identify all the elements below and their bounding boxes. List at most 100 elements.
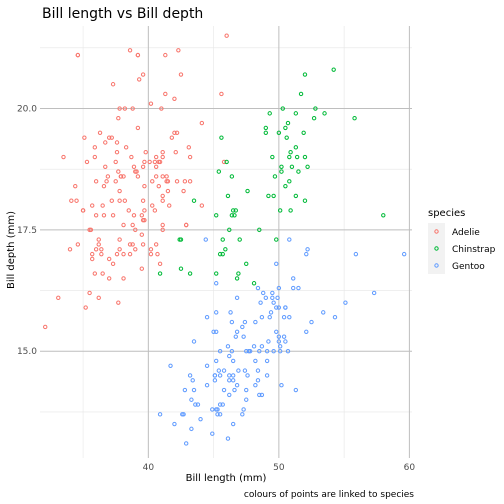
data-point-adelie: [100, 248, 103, 251]
data-point-adelie: [101, 272, 104, 275]
data-point-chinstrap: [297, 170, 300, 173]
data-point-gentoo: [265, 374, 268, 377]
data-point-adelie: [158, 262, 161, 265]
data-point-gentoo: [228, 354, 231, 357]
data-point-gentoo: [305, 252, 308, 255]
data-point-gentoo: [268, 316, 271, 319]
data-point-gentoo: [217, 369, 220, 372]
data-point-chinstrap: [289, 151, 292, 154]
legend-key-background: [428, 240, 445, 257]
data-point-adelie: [131, 223, 134, 226]
data-point-gentoo: [294, 388, 297, 391]
data-point-gentoo: [256, 286, 259, 289]
legend-label-gentoo: Gentoo: [452, 262, 485, 272]
data-point-adelie: [104, 165, 107, 168]
data-point-chinstrap: [284, 184, 287, 187]
data-point-adelie: [166, 189, 169, 192]
data-point-adelie: [161, 175, 164, 178]
legend-label-chinstrap: Chinstrap: [452, 245, 496, 255]
data-point-gentoo: [188, 374, 191, 377]
data-point-adelie: [115, 252, 118, 255]
data-point-gentoo: [235, 296, 238, 299]
data-point-adelie: [182, 189, 185, 192]
data-point-chinstrap: [353, 117, 356, 120]
data-point-chinstrap: [220, 136, 223, 139]
data-point-adelie: [187, 146, 190, 149]
data-point-gentoo: [402, 252, 405, 255]
data-point-chinstrap: [332, 68, 335, 71]
data-point-adelie: [153, 160, 156, 163]
data-point-chinstrap: [280, 165, 283, 168]
data-point-chinstrap: [382, 214, 385, 217]
data-point-gentoo: [288, 238, 291, 241]
data-point-gentoo: [322, 311, 325, 314]
data-point-gentoo: [235, 330, 238, 333]
data-point-chinstrap: [294, 146, 297, 149]
data-point-adelie: [156, 252, 159, 255]
data-point-gentoo: [272, 301, 275, 304]
data-point-chinstrap: [246, 189, 249, 192]
data-point-adelie: [84, 306, 87, 309]
legend-label-adelie: Adelie: [452, 228, 480, 238]
data-point-adelie: [76, 53, 79, 56]
data-point-adelie: [97, 243, 100, 246]
data-point-chinstrap: [271, 155, 274, 158]
data-point-adelie: [123, 199, 126, 202]
data-point-gentoo: [184, 442, 187, 445]
data-point-adelie: [124, 146, 127, 149]
data-point-adelie: [97, 238, 100, 241]
data-point-gentoo: [235, 383, 238, 386]
data-point-adelie: [117, 117, 120, 120]
data-point-adelie: [136, 53, 139, 56]
data-point-adelie: [127, 209, 130, 212]
data-point-gentoo: [228, 379, 231, 382]
data-point-gentoo: [228, 374, 231, 377]
data-point-gentoo: [231, 379, 234, 382]
data-point-chinstrap: [179, 267, 182, 270]
data-point-adelie: [144, 151, 147, 154]
data-point-adelie: [173, 97, 176, 100]
data-point-chinstrap: [273, 175, 276, 178]
data-point-chinstrap: [303, 155, 306, 158]
data-point-chinstrap: [272, 194, 275, 197]
data-point-chinstrap: [288, 180, 291, 183]
data-point-gentoo: [275, 262, 278, 265]
data-point-adelie: [122, 277, 125, 280]
data-point-gentoo: [204, 238, 207, 241]
data-point-gentoo: [226, 437, 229, 440]
data-point-adelie: [62, 155, 65, 158]
data-point-adelie: [161, 199, 164, 202]
data-point-adelie: [115, 141, 118, 144]
data-point-adelie: [118, 238, 121, 241]
data-point-adelie: [164, 53, 167, 56]
data-point-adelie: [128, 252, 131, 255]
data-point-adelie: [174, 151, 177, 154]
data-point-adelie: [149, 252, 152, 255]
data-point-chinstrap: [221, 238, 224, 241]
data-point-chinstrap: [245, 262, 248, 265]
legend-key-background: [428, 257, 445, 274]
data-point-gentoo: [306, 248, 309, 251]
data-point-adelie: [122, 252, 125, 255]
data-point-adelie: [70, 199, 73, 202]
data-point-adelie: [122, 223, 125, 226]
data-point-adelie: [161, 223, 164, 226]
data-point-chinstrap: [302, 131, 305, 134]
data-point-gentoo: [158, 413, 161, 416]
data-point-chinstrap: [188, 272, 191, 275]
data-point-gentoo: [215, 311, 218, 314]
data-point-gentoo: [284, 340, 287, 343]
data-point-adelie: [168, 204, 171, 207]
data-point-adelie: [136, 175, 139, 178]
data-point-gentoo: [282, 316, 285, 319]
data-point-adelie: [105, 180, 108, 183]
data-point-adelie: [94, 248, 97, 251]
data-point-adelie: [161, 155, 164, 158]
data-point-gentoo: [267, 340, 270, 343]
data-point-adelie: [140, 233, 143, 236]
data-point-gentoo: [218, 374, 221, 377]
data-point-gentoo: [243, 320, 246, 323]
data-point-chinstrap: [289, 209, 292, 212]
data-point-chinstrap: [294, 194, 297, 197]
data-point-adelie: [106, 175, 109, 178]
